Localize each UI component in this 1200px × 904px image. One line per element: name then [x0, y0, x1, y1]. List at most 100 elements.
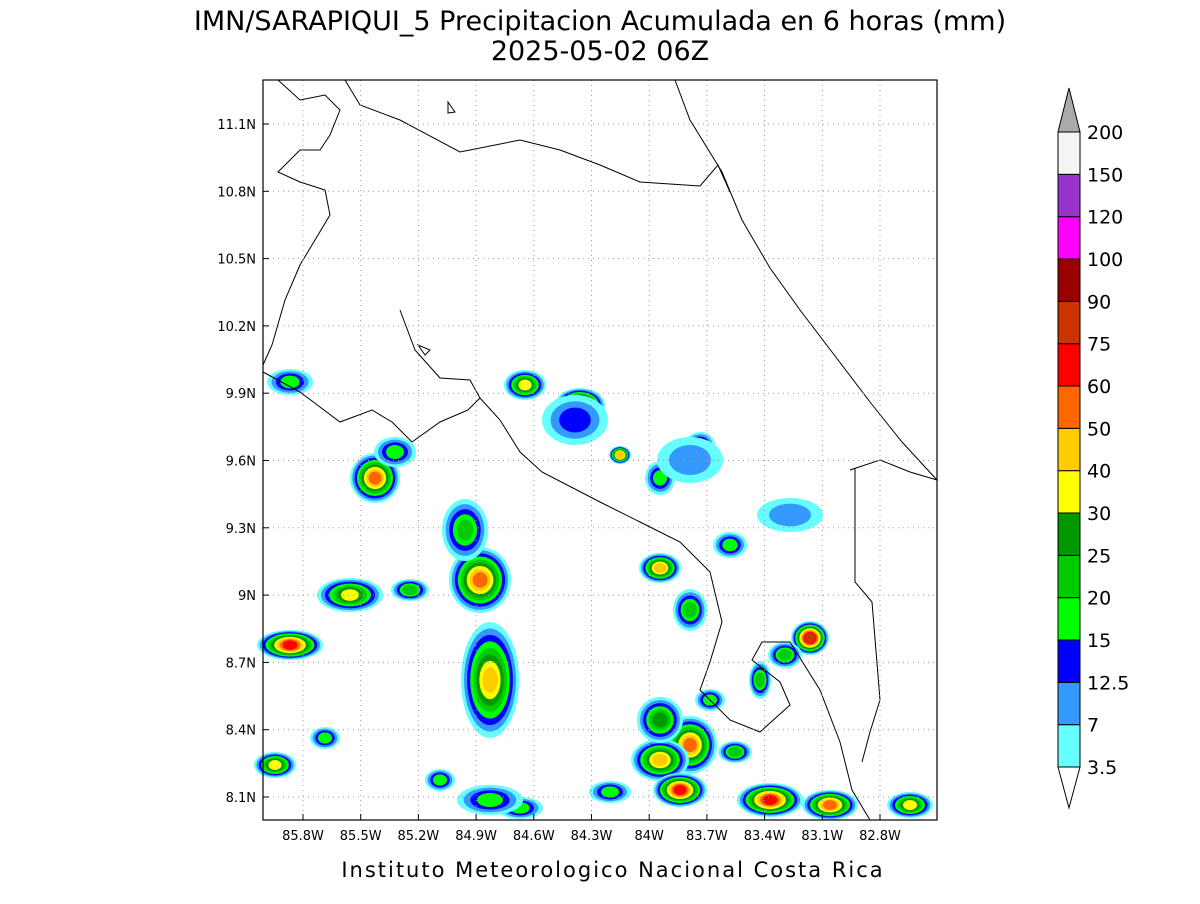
precip-cell [341, 589, 359, 601]
colorbar-label: 25 [1087, 545, 1111, 567]
lon-label: 84.6W [513, 829, 555, 844]
precip-cell [318, 732, 332, 744]
colorbar-box [1057, 681, 1081, 726]
precip-cell [823, 800, 837, 810]
precip-cell [673, 785, 687, 795]
lat-label: 8.4N [226, 724, 256, 739]
colorbar-box [1057, 470, 1081, 514]
colorbar-label: 90 [1087, 291, 1111, 313]
precip-cell [652, 753, 668, 767]
precip-cell [903, 800, 917, 810]
island [416, 100, 456, 356]
colorbar-box [1057, 131, 1081, 175]
precip-cell [615, 450, 625, 460]
caribbean-coast [674, 79, 938, 481]
colorbar-box [1057, 300, 1081, 345]
colorbar-box [1057, 724, 1081, 768]
lat-label: 9.3N [226, 522, 256, 537]
precip-field [254, 369, 933, 820]
precip-cell [433, 774, 447, 786]
precip-cell [683, 737, 697, 753]
lon-label: 85.8W [282, 829, 324, 844]
title: IMN/SARAPIQUI_5 Precipitacion Acumulada … [194, 6, 1006, 37]
precip-cell [456, 519, 474, 541]
lat-label: 9.6N [226, 455, 256, 470]
colorbar-box [1057, 512, 1081, 556]
colorbar-box [1057, 639, 1081, 683]
colorbar-label: 50 [1087, 418, 1111, 440]
lat-label: 10.5N [217, 253, 256, 268]
lon-label: 84W [634, 829, 664, 844]
colorbar-label: 75 [1087, 334, 1111, 356]
lon-label: 83.7W [686, 829, 728, 844]
precip-cell [754, 672, 766, 688]
lon-label: 84.9W [455, 829, 497, 844]
colorbar-arrow [1057, 766, 1081, 810]
colorbar-box [1057, 258, 1081, 302]
colorbar-label: 120 [1087, 207, 1123, 229]
pacific-coast [262, 309, 871, 821]
precip-cell [769, 503, 811, 527]
colorbar-label: 200 [1087, 122, 1123, 144]
precip-cell [368, 471, 382, 485]
colorbar: 3.5 7 12.5 15 20 25 30 40 50 60 75 90 100 120 150 200 [1057, 87, 1129, 810]
colorbar-label: 3.5 [1087, 757, 1117, 779]
lon-label: 82.8W [859, 829, 901, 844]
lon-label: 85.5W [340, 829, 382, 844]
precip-cell [477, 793, 503, 807]
colorbar-label: 12.5 [1087, 672, 1129, 694]
lat-label: 10.8N [217, 185, 256, 200]
lake-shore [344, 79, 731, 193]
precip-cell [472, 572, 488, 588]
footer: Instituto Meteorologico Nacional Costa R… [341, 858, 884, 882]
colorbar-label: 100 [1087, 249, 1123, 271]
lat-label: 8.7N [226, 656, 256, 671]
precip-cell [804, 633, 816, 643]
precip-cell [601, 786, 619, 798]
precip-cell [722, 538, 738, 552]
precip-cell [482, 667, 498, 693]
colorbar-label: 60 [1087, 376, 1111, 398]
colorbar-box [1057, 343, 1081, 387]
lat-label: 9.9N [226, 387, 256, 402]
lat-label: 11.1N [217, 118, 256, 133]
precip-cell [669, 445, 711, 475]
lat-label: 9N [238, 589, 256, 604]
colorbar-label: 15 [1087, 630, 1111, 652]
precip-cell [280, 375, 300, 389]
precip-cell [268, 760, 282, 770]
graticule: 11.1N 10.8N 10.5N 10.2N 9.9N 9.6N 9.3N 9N 8.7N 8.… [217, 80, 937, 844]
map-frame [262, 79, 938, 821]
colorbar-label: 30 [1087, 503, 1111, 525]
precip-cell [518, 379, 532, 391]
lon-label: 84.3W [571, 829, 613, 844]
coastline [262, 79, 341, 366]
lon-label: 85.2W [397, 829, 439, 844]
colorbar-box [1057, 427, 1081, 472]
precip-cell [778, 649, 792, 661]
subtitle: 2025-05-02 06Z [491, 36, 709, 67]
precip-cell [386, 445, 404, 459]
lat-label: 10.2N [217, 320, 256, 335]
precip-cell [282, 640, 298, 650]
colorbar-box [1057, 173, 1081, 218]
colorbar-box [1057, 597, 1081, 641]
precip-cell [402, 584, 418, 596]
precip-cell [653, 470, 667, 486]
colorbar-label: 20 [1087, 588, 1111, 610]
lat-label: 8.1N [226, 791, 256, 806]
coastlines [262, 79, 938, 821]
lon-label: 83.1W [801, 829, 843, 844]
precip-cell [653, 562, 667, 574]
precip-cell [652, 712, 668, 728]
colorbar-box [1057, 385, 1081, 429]
precip-cell [683, 602, 697, 618]
colorbar-box [1057, 216, 1081, 260]
colorbar-label: 40 [1087, 461, 1111, 483]
colorbar-arrow [1057, 87, 1081, 133]
border [849, 459, 938, 763]
colorbar-label: 150 [1087, 164, 1123, 186]
precip-cell [559, 407, 591, 433]
colorbar-box [1057, 554, 1081, 599]
